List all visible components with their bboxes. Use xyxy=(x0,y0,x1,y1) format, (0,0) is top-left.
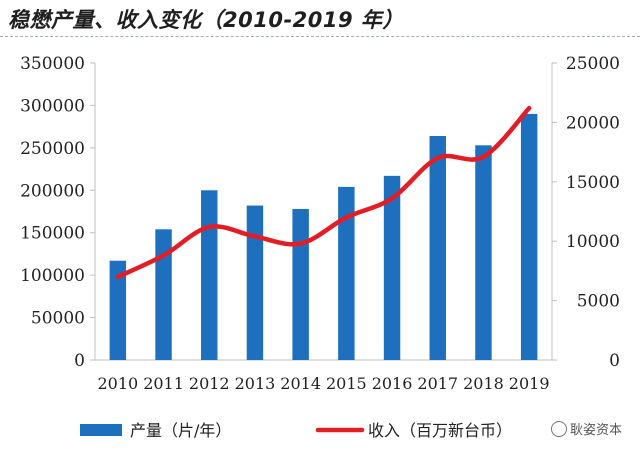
x-tick-label: 2017 xyxy=(417,374,458,393)
legend-bar-label: 产量（片/年） xyxy=(130,421,231,440)
right-tick-label: 0 xyxy=(609,351,620,371)
x-tick-label: 2018 xyxy=(463,374,504,393)
x-tick-label: 2015 xyxy=(326,374,367,393)
x-tick-label: 2014 xyxy=(280,374,321,393)
right-tick-label: 15000 xyxy=(566,173,620,193)
left-tick-label: 50000 xyxy=(31,309,85,329)
wechat-icon xyxy=(550,420,567,437)
right-tick-label: 10000 xyxy=(566,232,620,252)
x-tick-label: 2019 xyxy=(509,374,550,393)
bar-2017 xyxy=(429,135,446,360)
left-tick-label: 100000 xyxy=(20,266,85,286)
chart-title: 稳懋产量、收入变化（2010-2019 年） xyxy=(8,8,404,32)
bar-2010 xyxy=(109,260,127,360)
bar-2011 xyxy=(155,229,172,360)
right-tick-label: 20000 xyxy=(566,113,620,133)
x-tick-label: 2012 xyxy=(189,374,230,393)
left-tick-label: 300000 xyxy=(20,96,85,116)
left-tick-label: 0 xyxy=(74,351,85,371)
x-tick-label: 2013 xyxy=(235,374,276,393)
right-tick-label: 25000 xyxy=(566,54,620,74)
bar-2016 xyxy=(383,175,401,360)
left-tick-label: 350000 xyxy=(20,54,85,74)
bar-2019 xyxy=(520,113,538,361)
bar-2015 xyxy=(338,186,355,360)
x-tick-label: 2010 xyxy=(97,374,138,393)
legend-bar-swatch xyxy=(80,424,122,436)
legend-line-label: 收入（百万新台币） xyxy=(368,421,512,440)
left-tick-label: 150000 xyxy=(20,224,85,244)
left-tick-label: 250000 xyxy=(20,139,85,159)
x-tick-label: 2016 xyxy=(372,374,413,393)
revenue-line xyxy=(115,105,532,280)
x-tick-label: 2011 xyxy=(143,374,184,393)
bar-2012 xyxy=(201,190,218,360)
bar-2014 xyxy=(292,208,309,360)
watermark: 耿姿资本 xyxy=(550,419,622,438)
bar-2013 xyxy=(246,205,264,360)
title-divider xyxy=(0,36,640,37)
left-tick-label: 200000 xyxy=(20,181,85,201)
right-tick-label: 5000 xyxy=(577,292,620,312)
bar-2018 xyxy=(475,145,492,360)
watermark-text: 耿姿资本 xyxy=(569,423,622,438)
